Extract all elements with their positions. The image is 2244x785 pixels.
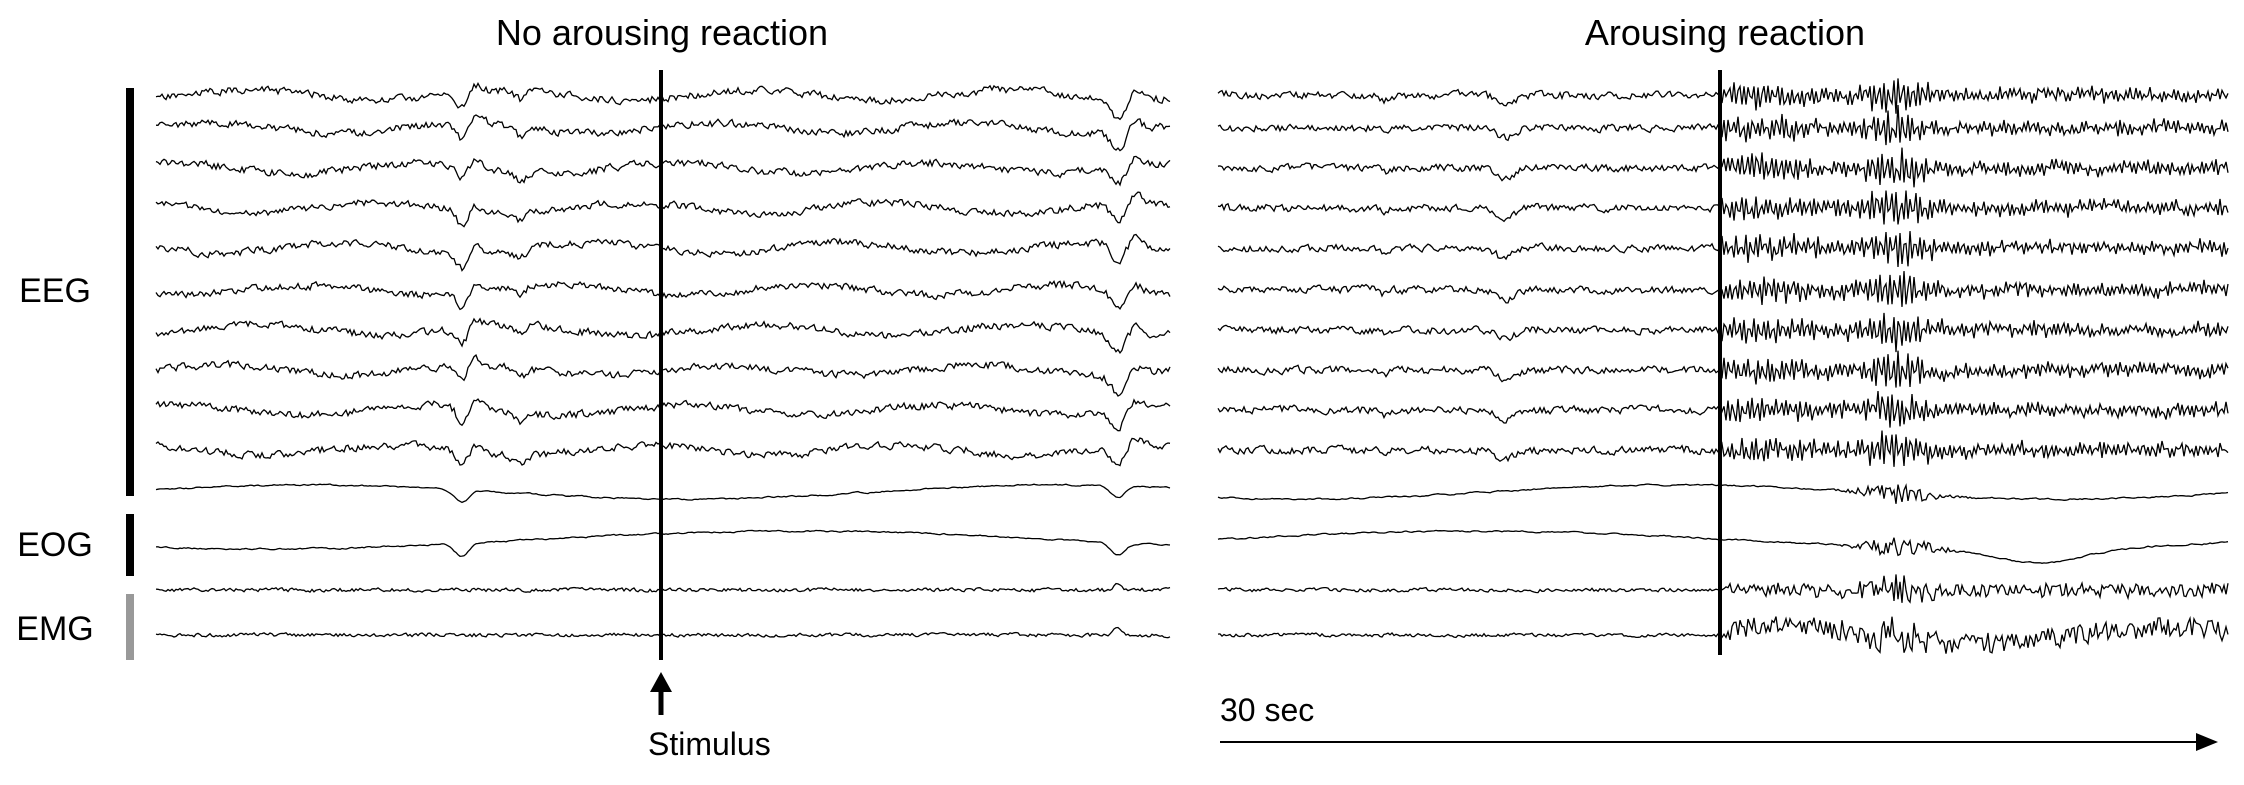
eeg-trace-right (1217, 190, 2229, 225)
time-scale-label: 30 sec (1220, 692, 1315, 728)
eeg-group-bar (126, 88, 134, 496)
eeg-trace-right (1217, 78, 2229, 114)
group-label-eog: EOG (17, 526, 93, 564)
eeg-trace-right (1217, 312, 2229, 353)
eog-group-bar (126, 514, 134, 576)
eeg-trace-right (1217, 147, 2229, 188)
right-arrow-icon (1220, 733, 2218, 751)
traces-right (1217, 78, 2229, 654)
up-arrow-icon (650, 672, 672, 715)
eog-trace-right (1217, 483, 2229, 504)
eeg-trace-right (1217, 271, 2229, 307)
emg-trace-right (1217, 615, 2229, 654)
panel-title-right: Arousing reaction (1584, 12, 1866, 53)
eeg-trace-right (1217, 231, 2229, 268)
group-label-eeg: EEG (19, 272, 91, 310)
emg-trace-right (1217, 574, 2229, 604)
panel-title-left: No arousing reaction (495, 12, 829, 53)
eog-trace-right (1217, 529, 2229, 564)
eeg-trace-right (1217, 430, 2229, 467)
eeg-trace-right (1217, 350, 2229, 388)
emg-group-bar (126, 594, 134, 660)
eeg-trace-right (1217, 104, 2229, 146)
group-label-emg: EMG (16, 610, 94, 648)
stimulus-label: Stimulus (648, 726, 771, 762)
eeg-trace-right (1217, 390, 2229, 428)
